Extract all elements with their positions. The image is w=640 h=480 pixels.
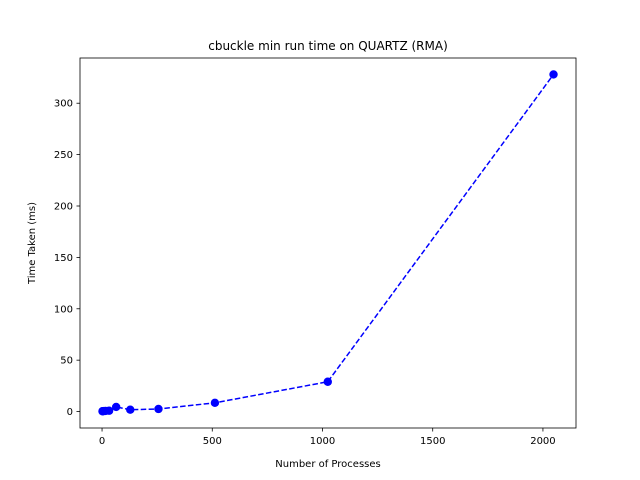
axes-frame	[79, 57, 577, 429]
x-tick-label: 1000	[310, 436, 335, 447]
x-tick-label: 2000	[530, 436, 555, 447]
data-point	[154, 404, 163, 414]
data-point	[104, 406, 114, 415]
y-axis-label: Time Taken (ms)	[27, 202, 38, 285]
y-tick-label: 250	[54, 150, 73, 161]
data-point	[210, 398, 220, 408]
series-layer	[98, 70, 558, 416]
data-point	[111, 402, 121, 412]
plot-area	[79, 57, 577, 429]
data-point	[323, 377, 332, 386]
y-tick-label: 0	[67, 407, 73, 418]
x-tick-label: 0	[99, 436, 105, 447]
y-tick-label: 200	[54, 202, 73, 213]
y-tick-label: 150	[54, 253, 73, 264]
x-tick-label: 1500	[420, 436, 445, 447]
chart-title: cbuckle min run time on QUARTZ (RMA)	[208, 39, 448, 53]
x-axis-ticks: 0 500 1000 1500 2000	[99, 428, 556, 447]
y-tick-label: 50	[60, 356, 73, 367]
y-axis-ticks: 0 50 100 150 200 250 300	[54, 99, 80, 418]
x-tick-label: 500	[203, 436, 222, 447]
data-point	[126, 405, 135, 414]
y-tick-label: 100	[54, 304, 73, 315]
x-axis-label: Number of Processes	[275, 459, 380, 470]
data-point	[549, 70, 558, 79]
y-tick-label: 300	[54, 99, 73, 110]
